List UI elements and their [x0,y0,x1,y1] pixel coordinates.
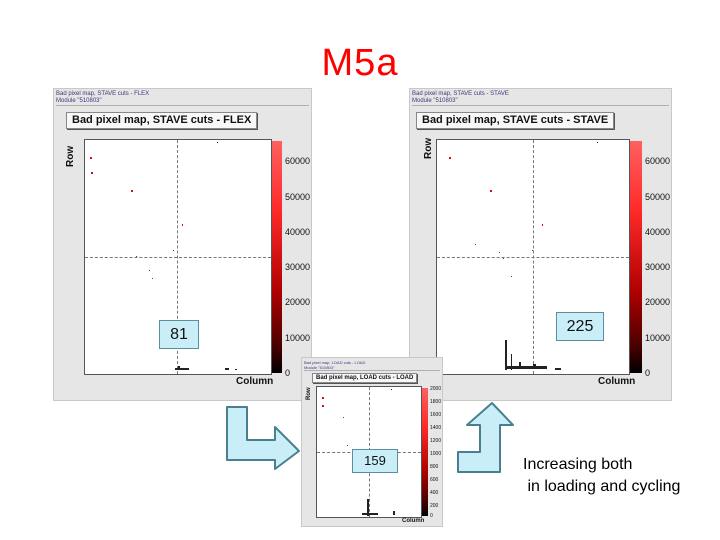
colorbar-tick: 600 [430,477,439,483]
plot-title: Bad pixel map, LOAD cuts - LOAD [312,373,418,383]
up-right-arrow-icon [457,402,514,473]
y-axis-label: Row [65,145,76,167]
load-bad-pixel-count: 159 [352,449,398,473]
colorbar-tick: 400 [430,490,439,496]
colorbar-tick: 30000 [645,262,671,272]
y-axis-label: Row [306,387,312,400]
panel-header-line1: Bad pixel map, STAVE cuts - FLEX [56,91,150,97]
colorbar-tick: 0 [285,368,291,378]
down-right-arrow-icon [226,406,300,470]
colorbar-tick: 1000 [430,451,442,457]
panel-header-line2: Module "510803" [56,98,309,106]
colorbar-tick: 30000 [285,262,311,272]
x-axis-label: Column [598,376,636,387]
stave-bad-pixel-count: 225 [556,312,604,341]
stave-bad-pixel-map-panel: Bad pixel map, STAVE cuts - STAVE Module… [409,88,672,401]
plot-title: Bad pixel map, STAVE cuts - STAVE [416,112,615,129]
colorbar-tick: 1400 [430,425,442,431]
colorbar-tick: 2000 [430,386,442,392]
colorbar [422,388,428,516]
colorbar-tick: 40000 [645,227,671,237]
flex-bad-pixel-map-panel: Bad pixel map, STAVE cuts - FLEX Module … [53,88,312,401]
colorbar-tick: 0 [430,513,433,519]
panel-header-line2: Module "510803" [304,365,440,371]
colorbar-tick: 20000 [285,297,311,307]
panel-header-line1: Bad pixel map, LOAD cuts - LOAD [304,360,366,365]
colorbar-tick: 800 [430,464,439,470]
colorbar-tick: 60000 [645,156,671,166]
colorbar-tick: 40000 [285,227,311,237]
load-bad-pixel-map-panel: Bad pixel map, LOAD cuts - LOAD Module "… [301,357,443,527]
x-axis-label: Column [236,376,274,387]
y-axis-label: Row [423,137,434,159]
colorbar [630,141,642,373]
colorbar-tick: 10000 [285,333,311,343]
panel-header-line1: Bad pixel map, STAVE cuts - STAVE [412,91,509,97]
colorbar-tick: 60000 [285,156,311,166]
plot-title: Bad pixel map, STAVE cuts - FLEX [66,112,258,129]
colorbar [272,141,282,373]
x-axis-label: Column [402,518,425,524]
colorbar-tick: 20000 [645,297,671,307]
colorbar-tick: 1200 [430,438,442,444]
annotation-text: Increasing both in loading and cycling [523,456,681,495]
colorbar-tick: 1600 [430,412,442,418]
slide-title: M5a [321,42,399,84]
flex-bad-pixel-count: 81 [159,320,199,349]
colorbar-tick: 50000 [645,192,671,202]
colorbar-tick: 10000 [645,333,671,343]
colorbar-tick: 200 [430,503,439,509]
colorbar-tick: 0 [645,368,651,378]
colorbar-tick: 1800 [430,399,442,405]
panel-header-line2: Module "510803" [412,98,669,106]
colorbar-tick: 50000 [285,192,311,202]
